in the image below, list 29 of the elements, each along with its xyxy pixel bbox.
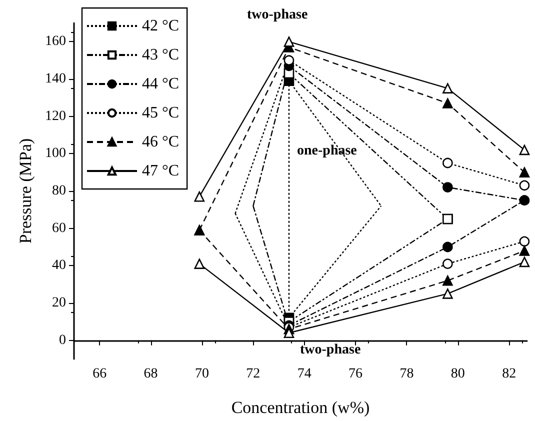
legend-label: 47 °C bbox=[142, 162, 180, 180]
y-tick-label: 0 bbox=[59, 332, 66, 348]
text: two-phase bbox=[247, 8, 308, 22]
x-tick-label: 74 bbox=[297, 366, 312, 382]
annotation: two-phase bbox=[300, 342, 361, 358]
y-tick-label: 140 bbox=[45, 72, 66, 86]
x-tick-label: 72 bbox=[246, 366, 260, 382]
y-tick-label: 20 bbox=[52, 296, 66, 310]
x-axis-title: Concentration (w%) bbox=[231, 398, 370, 417]
y-tick-label: 60 bbox=[52, 220, 66, 236]
legend-label: 42 °C bbox=[142, 18, 180, 34]
x-tick-label: 82 bbox=[502, 366, 516, 382]
x-tick-label: 66 bbox=[92, 366, 107, 382]
x-tick-label: 70 bbox=[194, 366, 209, 382]
legend-label: 45 °C bbox=[142, 104, 180, 122]
legend-label: 46 °C bbox=[142, 134, 180, 150]
x-tick-label: 80 bbox=[450, 366, 465, 382]
y-tick-label: 100 bbox=[45, 146, 66, 162]
legend-label: 44 °C bbox=[142, 76, 180, 92]
y-tick-label: 80 bbox=[52, 184, 66, 198]
legend-label: 43 °C bbox=[142, 46, 180, 64]
y-tick-label: 40 bbox=[52, 258, 66, 274]
y-tick-label: 120 bbox=[45, 108, 66, 124]
x-tick-label: 76 bbox=[348, 366, 363, 382]
x-tick-label: 78 bbox=[400, 366, 414, 382]
x-tick-label: 68 bbox=[144, 366, 158, 382]
y-axis-title: Pressure (MPa) bbox=[16, 138, 36, 244]
annotation: one-phase bbox=[297, 144, 357, 158]
y-tick-label: 160 bbox=[45, 34, 66, 50]
